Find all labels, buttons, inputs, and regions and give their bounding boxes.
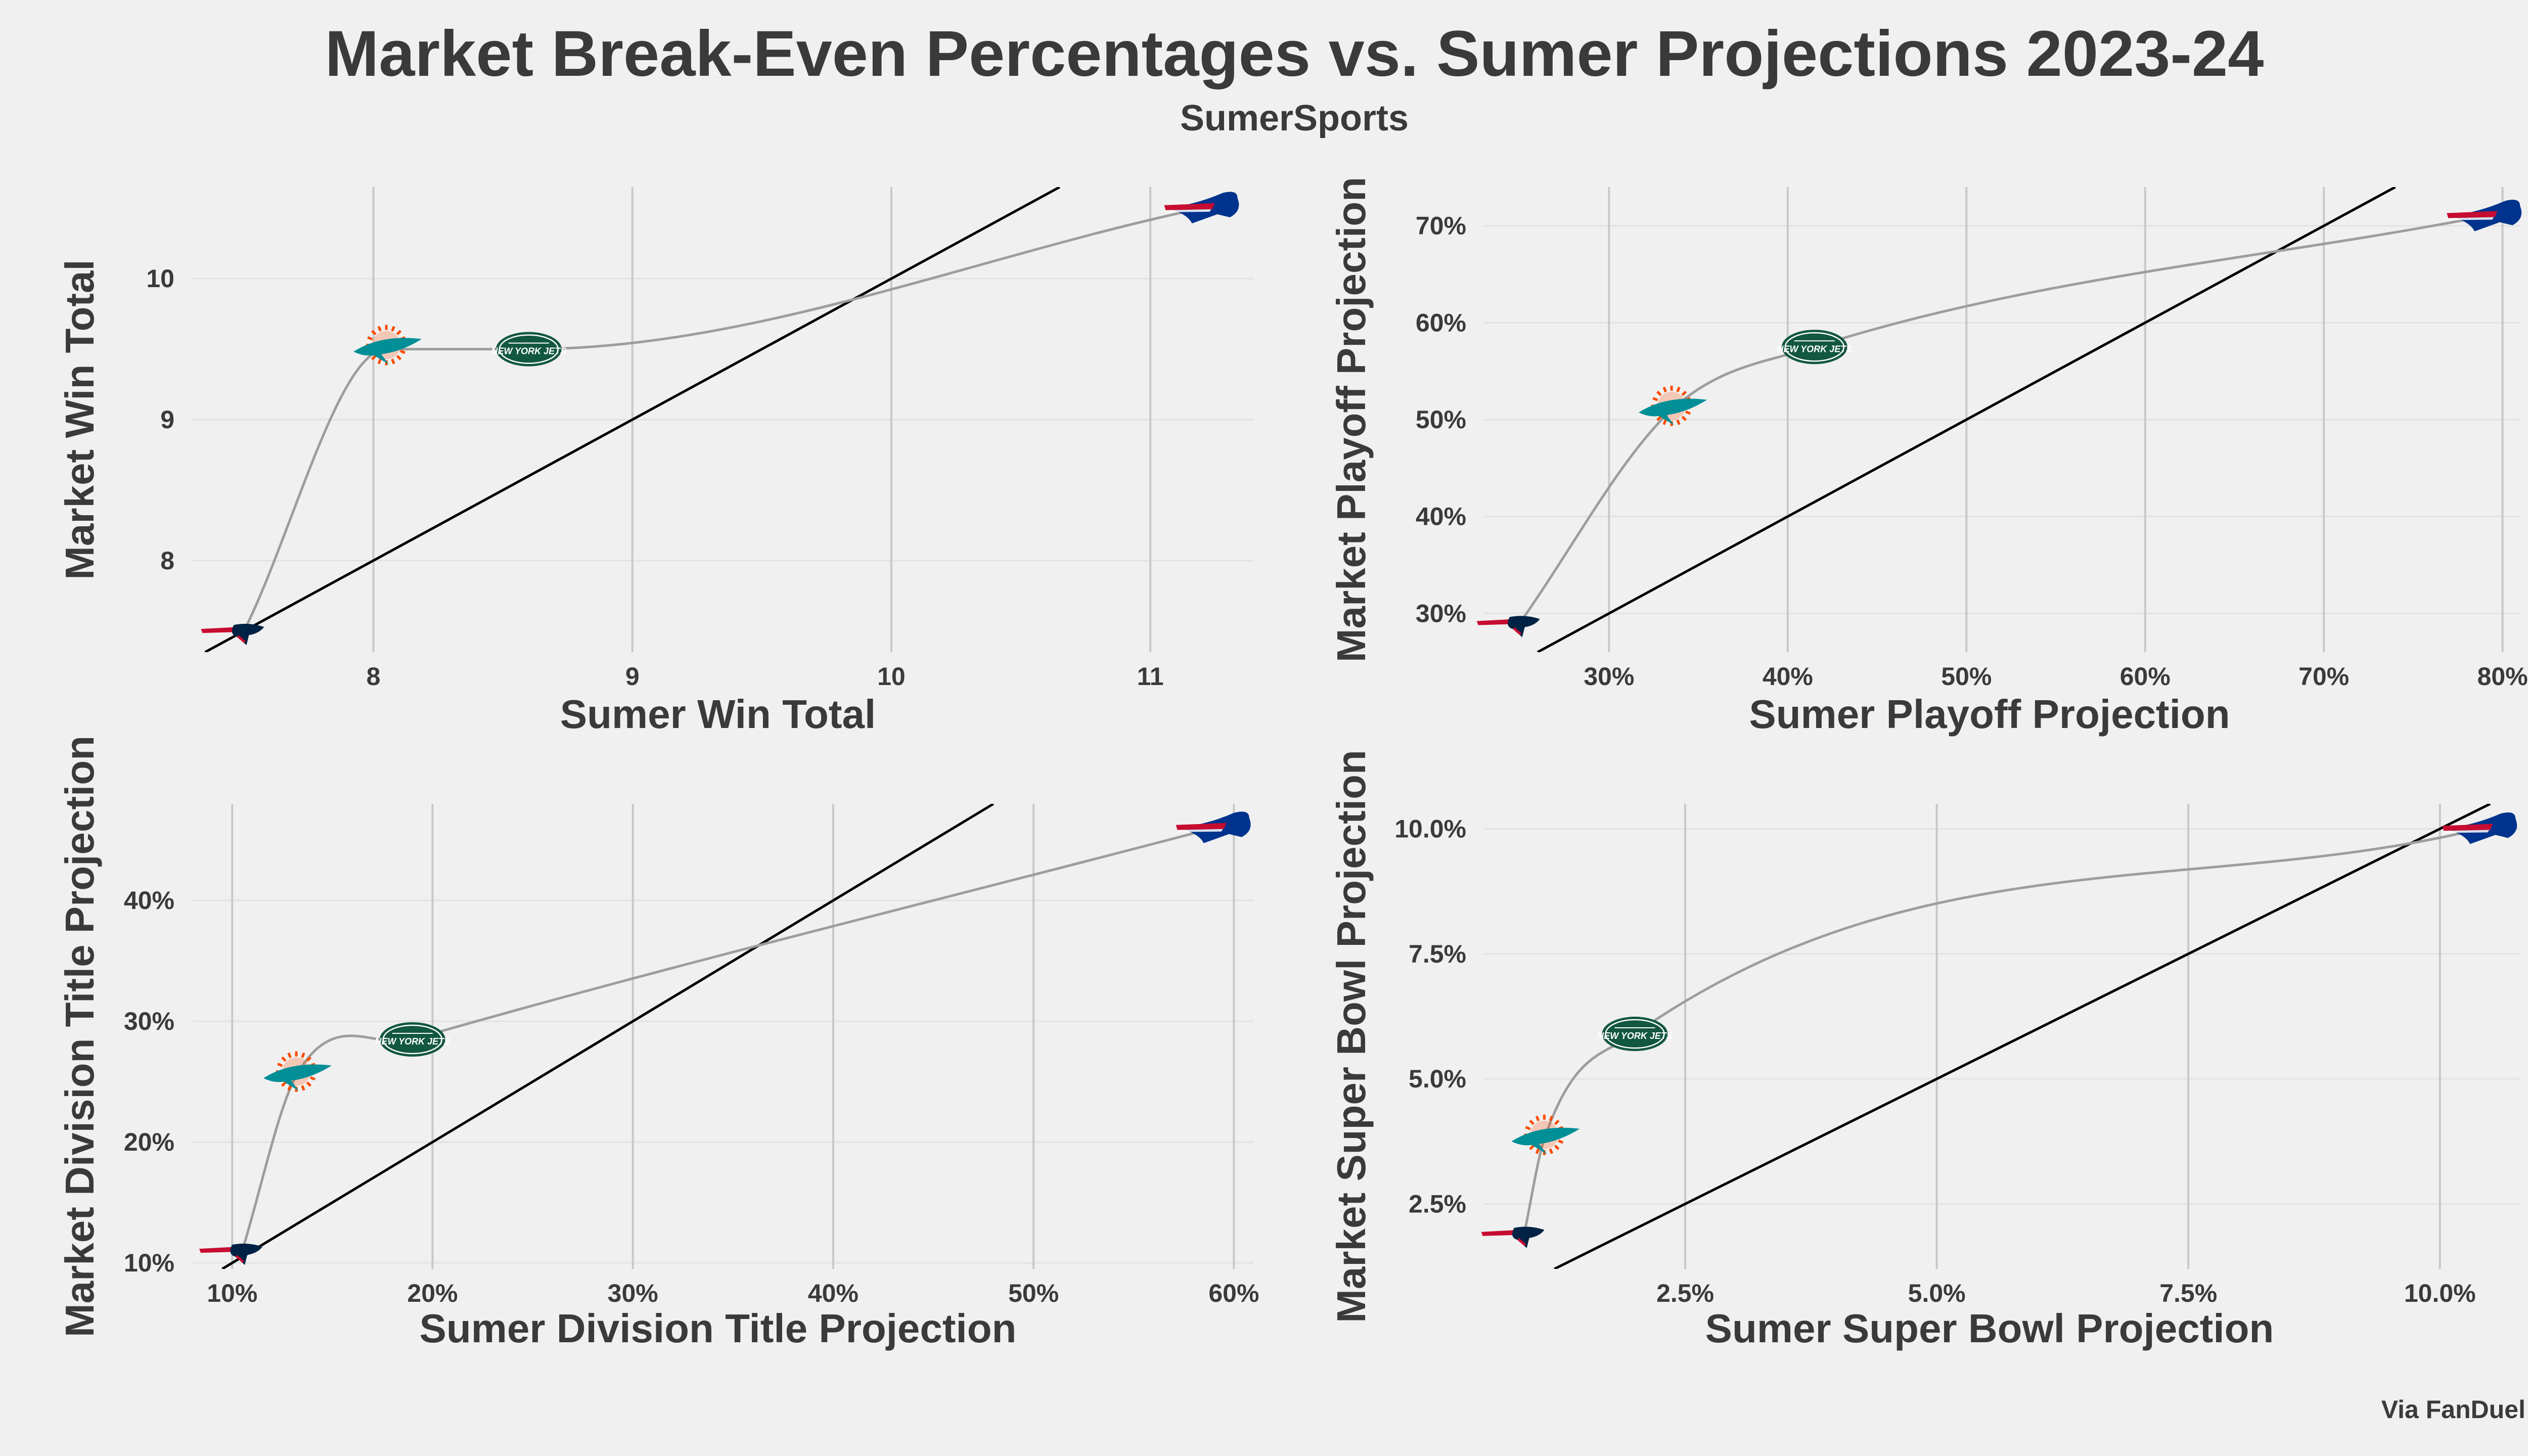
y-tick-label: 60%	[1416, 308, 1466, 337]
reference-line	[1554, 804, 2491, 1269]
x-tick-label: 9	[625, 662, 640, 691]
patriots-logo-icon	[199, 1243, 263, 1265]
y-tick-label: 8	[160, 547, 174, 575]
x-tick-label: 70%	[2298, 662, 2349, 691]
x-axis-label: Sumer Win Total	[560, 692, 876, 737]
dolphins-logo-icon	[353, 325, 422, 366]
y-tick-label: 7.5%	[1409, 940, 1466, 968]
x-tick-label: 10	[877, 662, 906, 691]
x-tick-label: 20%	[407, 1279, 458, 1307]
reference-line	[1537, 187, 2396, 652]
x-axis-label: Sumer Playoff Projection	[1749, 692, 2230, 737]
chart-panel-2: 30% 40% 50% 60% 70% 80% 30% 40% 50% 60% 70% Sumer P…	[1329, 177, 2528, 737]
y-tick-label: 20%	[124, 1128, 174, 1156]
patriots-logo-icon	[201, 623, 264, 646]
jets-logo-icon: NEW YORK JETS	[1777, 330, 1853, 365]
trend-curve	[1523, 828, 2480, 1235]
y-tick-label: 70%	[1416, 212, 1466, 240]
bills-logo-icon	[2447, 200, 2522, 232]
x-tick-label: 50%	[1008, 1279, 1059, 1307]
jets-logo-icon: NEW YORK JETS	[491, 332, 567, 367]
chart-title: Market Break-Even Percentages vs. Sumer …	[325, 18, 2264, 90]
x-tick-label: 2.5%	[1656, 1279, 1714, 1307]
y-tick-label: 10%	[124, 1249, 174, 1277]
y-tick-label: 2.5%	[1409, 1190, 1466, 1218]
jets-logo-icon: NEW YORK JETS	[375, 1022, 450, 1057]
y-axis-label: Market Super Bowl Projection	[1329, 750, 1374, 1323]
jets-logo-text: NEW YORK JETS	[491, 346, 567, 356]
y-axis-label: Market Playoff Projection	[1329, 177, 1374, 662]
source-caption: Via FanDuel	[2381, 1395, 2525, 1424]
y-tick-label: 5.0%	[1409, 1065, 1466, 1093]
x-tick-label: 40%	[808, 1279, 859, 1307]
jets-logo-text: NEW YORK JETS	[1597, 1031, 1673, 1041]
chart-panel-4: 2.5% 5.0% 7.5% 10.0% 2.5% 5.0% 7.5% 10.0% Sumer …	[1329, 750, 2520, 1351]
reference-line	[204, 187, 1061, 652]
dolphins-logo-icon	[1511, 1114, 1580, 1155]
x-tick-label: 50%	[1941, 662, 1992, 691]
x-tick-label: 60%	[2120, 662, 2171, 691]
y-tick-label: 9	[160, 405, 174, 434]
dolphins-logo-icon	[1639, 385, 1707, 426]
plot-area	[1523, 804, 2491, 1269]
x-tick-label: 40%	[1763, 662, 1813, 691]
bills-logo-icon	[2442, 812, 2517, 844]
jets-logo-icon: NEW YORK JETS	[1597, 1017, 1673, 1052]
y-axis-label: Market Win Total	[57, 259, 102, 579]
x-axis-label: Sumer Super Bowl Projection	[1705, 1306, 2274, 1351]
x-tick-label: 30%	[608, 1279, 658, 1307]
x-tick-label: 7.5%	[2159, 1279, 2217, 1307]
dolphins-logo-icon	[263, 1051, 332, 1092]
y-tick-label: 10.0%	[1394, 814, 1466, 843]
x-tick-label: 11	[1137, 662, 1164, 691]
x-tick-label: 5.0%	[1908, 1279, 1966, 1307]
y-tick-label: 30%	[1416, 599, 1466, 627]
x-tick-label: 30%	[1584, 662, 1634, 691]
x-axis-label: Sumer Division Title Projection	[419, 1306, 1016, 1351]
y-axis-label: Market Division Title Projection	[57, 736, 102, 1337]
bills-logo-icon	[1164, 192, 1239, 223]
bills-logo-icon	[1176, 811, 1251, 843]
y-tick-label: 50%	[1416, 405, 1466, 434]
jets-logo-text: NEW YORK JETS	[375, 1036, 450, 1046]
x-tick-label: 80%	[2477, 662, 2528, 691]
y-tick-label: 40%	[124, 886, 174, 915]
chart-panel-3: 10% 20% 30% 40% 50% 60%10%20%30%40%Sumer Divi…	[57, 736, 1259, 1351]
y-tick-label: 10	[146, 264, 174, 293]
x-tick-label: 10.0%	[2404, 1279, 2476, 1307]
patriots-logo-icon	[1476, 616, 1540, 638]
chart-subtitle: SumerSports	[1180, 98, 1409, 139]
y-tick-label: 40%	[1416, 503, 1466, 531]
patriots-logo-icon	[1481, 1226, 1545, 1248]
jets-logo-text: NEW YORK JETS	[1777, 344, 1853, 354]
x-tick-label: 60%	[1208, 1279, 1259, 1307]
x-tick-label: 8	[367, 662, 381, 691]
reference-line	[221, 804, 995, 1269]
x-tick-label: 10%	[207, 1279, 257, 1307]
y-tick-label: 30%	[124, 1007, 174, 1035]
